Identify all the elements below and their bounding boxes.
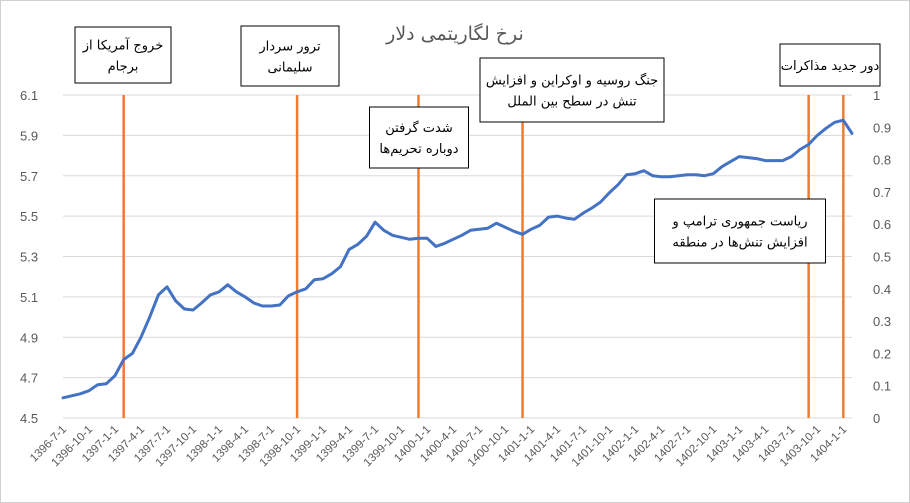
- annotation-text: سلیمانی: [267, 61, 312, 76]
- y2-tick-label: 0.3: [873, 314, 891, 329]
- annotation-frame: [654, 198, 826, 264]
- y2-tick-label: 0.6: [873, 217, 891, 232]
- event-markers: [122, 95, 845, 418]
- annotation-text: ترور سردار: [258, 40, 321, 55]
- annotation-box: دور جدید مذاکرات: [779, 43, 881, 87]
- y-axis-left: 4.5 4.7 4.9 5.1 5.3 5.5 5.7 5.9 6.1: [20, 88, 38, 426]
- y2-tick-label: 0.5: [873, 250, 891, 265]
- y-tick-label: 5.9: [20, 128, 38, 143]
- annotation-frame: [240, 25, 340, 87]
- annotation-text: شدت گرفتن: [385, 120, 452, 136]
- annotation-frame: [74, 26, 172, 84]
- x-axis: 1396-7-11396-10-11397-1-11397-4-11397-7-…: [28, 424, 849, 470]
- chart-title: نرخ لگاریتمی دلار: [385, 22, 524, 45]
- y2-tick-label: 0.8: [873, 153, 891, 168]
- annotation-box: ترور سردار سلیمانی: [240, 25, 340, 87]
- annotation-frame: [369, 106, 469, 169]
- annotation-text: دور جدید مذاکرات: [781, 59, 880, 74]
- y-axis-right: 0 0.1 0.2 0.3 0.4 0.5 0.6 0.7 0.8 0.9 1: [873, 88, 891, 426]
- annotations: خروج آمریکا از برجام ترور سردار سلیمانی شدت …: [74, 25, 881, 264]
- annotation-box: جنگ روسیه و اوکراین و افزایش تنش در سطح ب…: [479, 57, 665, 123]
- y-tick-label: 4.9: [20, 330, 38, 345]
- series-group: [61, 118, 854, 400]
- annotation-text: برجام: [108, 60, 139, 75]
- annotation-text: تنش در سطح بین الملل: [507, 95, 637, 110]
- annotation-text: جنگ روسیه و اوکراین و افزایش: [486, 73, 658, 89]
- y2-tick-label: 0.2: [873, 346, 891, 361]
- y2-tick-label: 1: [873, 88, 880, 103]
- y2-tick-label: 0: [873, 411, 880, 426]
- annotation-text: افزایش تنش‌ها در منطقه: [672, 236, 807, 251]
- y-tick-label: 4.5: [20, 411, 38, 426]
- annotation-box: ریاست جمهوری ترامپ و افزایش تنش‌ها در منط…: [654, 198, 826, 264]
- y-tick-label: 5.7: [20, 169, 38, 184]
- y-tick-label: 4.7: [20, 371, 38, 386]
- series-line: [61, 118, 854, 400]
- y-tick-label: 5.3: [20, 250, 38, 265]
- y2-tick-label: 0.4: [873, 282, 891, 297]
- annotation-frame: [779, 43, 881, 87]
- annotation-text: دوباره تحریم‌ها: [379, 142, 458, 157]
- y-tick-label: 6.1: [20, 88, 38, 103]
- y2-tick-label: 0.7: [873, 185, 891, 200]
- y2-tick-label: 0.9: [873, 120, 891, 135]
- annotation-text: خروج آمریکا از: [82, 37, 164, 54]
- annotation-text: ریاست جمهوری ترامپ و: [671, 215, 807, 230]
- annotation-frame: [479, 57, 665, 123]
- annotation-box: شدت گرفتن دوباره تحریم‌ها: [369, 106, 469, 169]
- y-tick-label: 5.5: [20, 209, 38, 224]
- y2-tick-label: 0.1: [873, 379, 891, 394]
- y-tick-label: 5.1: [20, 290, 38, 305]
- annotation-box: خروج آمریکا از برجام: [74, 26, 172, 84]
